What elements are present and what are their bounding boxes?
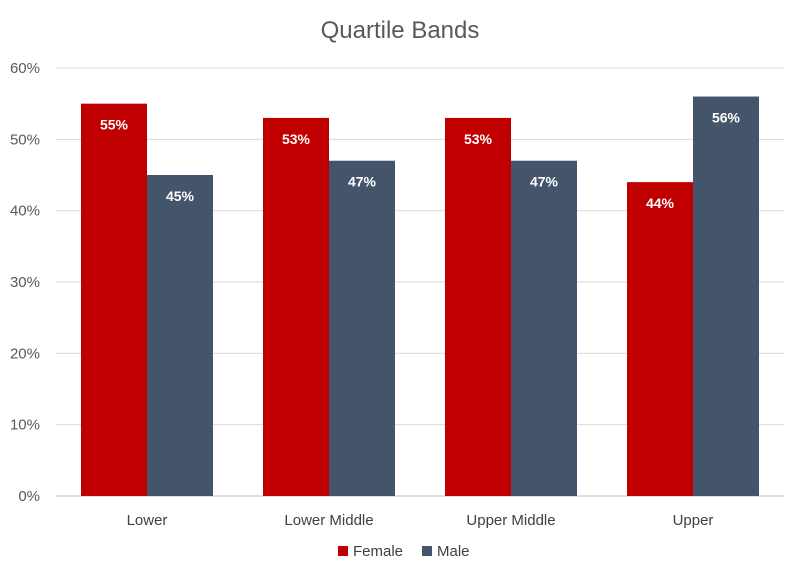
bar-male-lower-middle [329, 160, 395, 496]
category-label: Lower Middle [284, 512, 373, 529]
legend-swatch-male [422, 546, 432, 556]
category-label: Upper Middle [466, 512, 555, 529]
chart-title: Quartile Bands [321, 17, 480, 44]
data-label: 56% [712, 110, 741, 126]
data-label: 47% [348, 174, 377, 190]
bar-male-upper-middle [511, 160, 577, 496]
y-tick-label: 10% [10, 417, 40, 434]
x-axis-categories: Lower Lower Middle Upper Middle Upper [127, 512, 714, 529]
category-label: Upper [673, 512, 714, 529]
legend-label-female: Female [353, 543, 403, 560]
y-tick-label: 60% [10, 60, 40, 77]
legend-swatch-female [338, 546, 348, 556]
legend: Female Male [338, 543, 470, 560]
y-tick-label: 0% [18, 488, 40, 505]
y-tick-label: 50% [10, 131, 40, 148]
data-label: 53% [282, 131, 311, 147]
legend-label-male: Male [437, 543, 470, 560]
data-label: 53% [464, 131, 493, 147]
data-label: 44% [646, 195, 675, 211]
bars [81, 96, 759, 497]
bar-female-lower-middle [263, 117, 329, 496]
category-label: Lower [127, 512, 168, 529]
data-label: 55% [100, 117, 129, 133]
bar-female-upper-middle [445, 117, 511, 496]
bar-female-lower [81, 103, 147, 497]
y-tick-label: 40% [10, 203, 40, 220]
y-tick-label: 20% [10, 345, 40, 362]
bar-female-upper [627, 182, 693, 496]
y-tick-label: 30% [10, 274, 40, 291]
data-labels: 55% 45% 53% 47% 53% 47% 44% 56% [100, 110, 741, 212]
data-label: 45% [166, 188, 195, 204]
y-axis-ticks: 0% 10% 20% 30% 40% 50% 60% [10, 60, 40, 505]
bar-male-upper [693, 96, 759, 497]
bar-male-lower [147, 175, 213, 496]
data-label: 47% [530, 174, 559, 190]
